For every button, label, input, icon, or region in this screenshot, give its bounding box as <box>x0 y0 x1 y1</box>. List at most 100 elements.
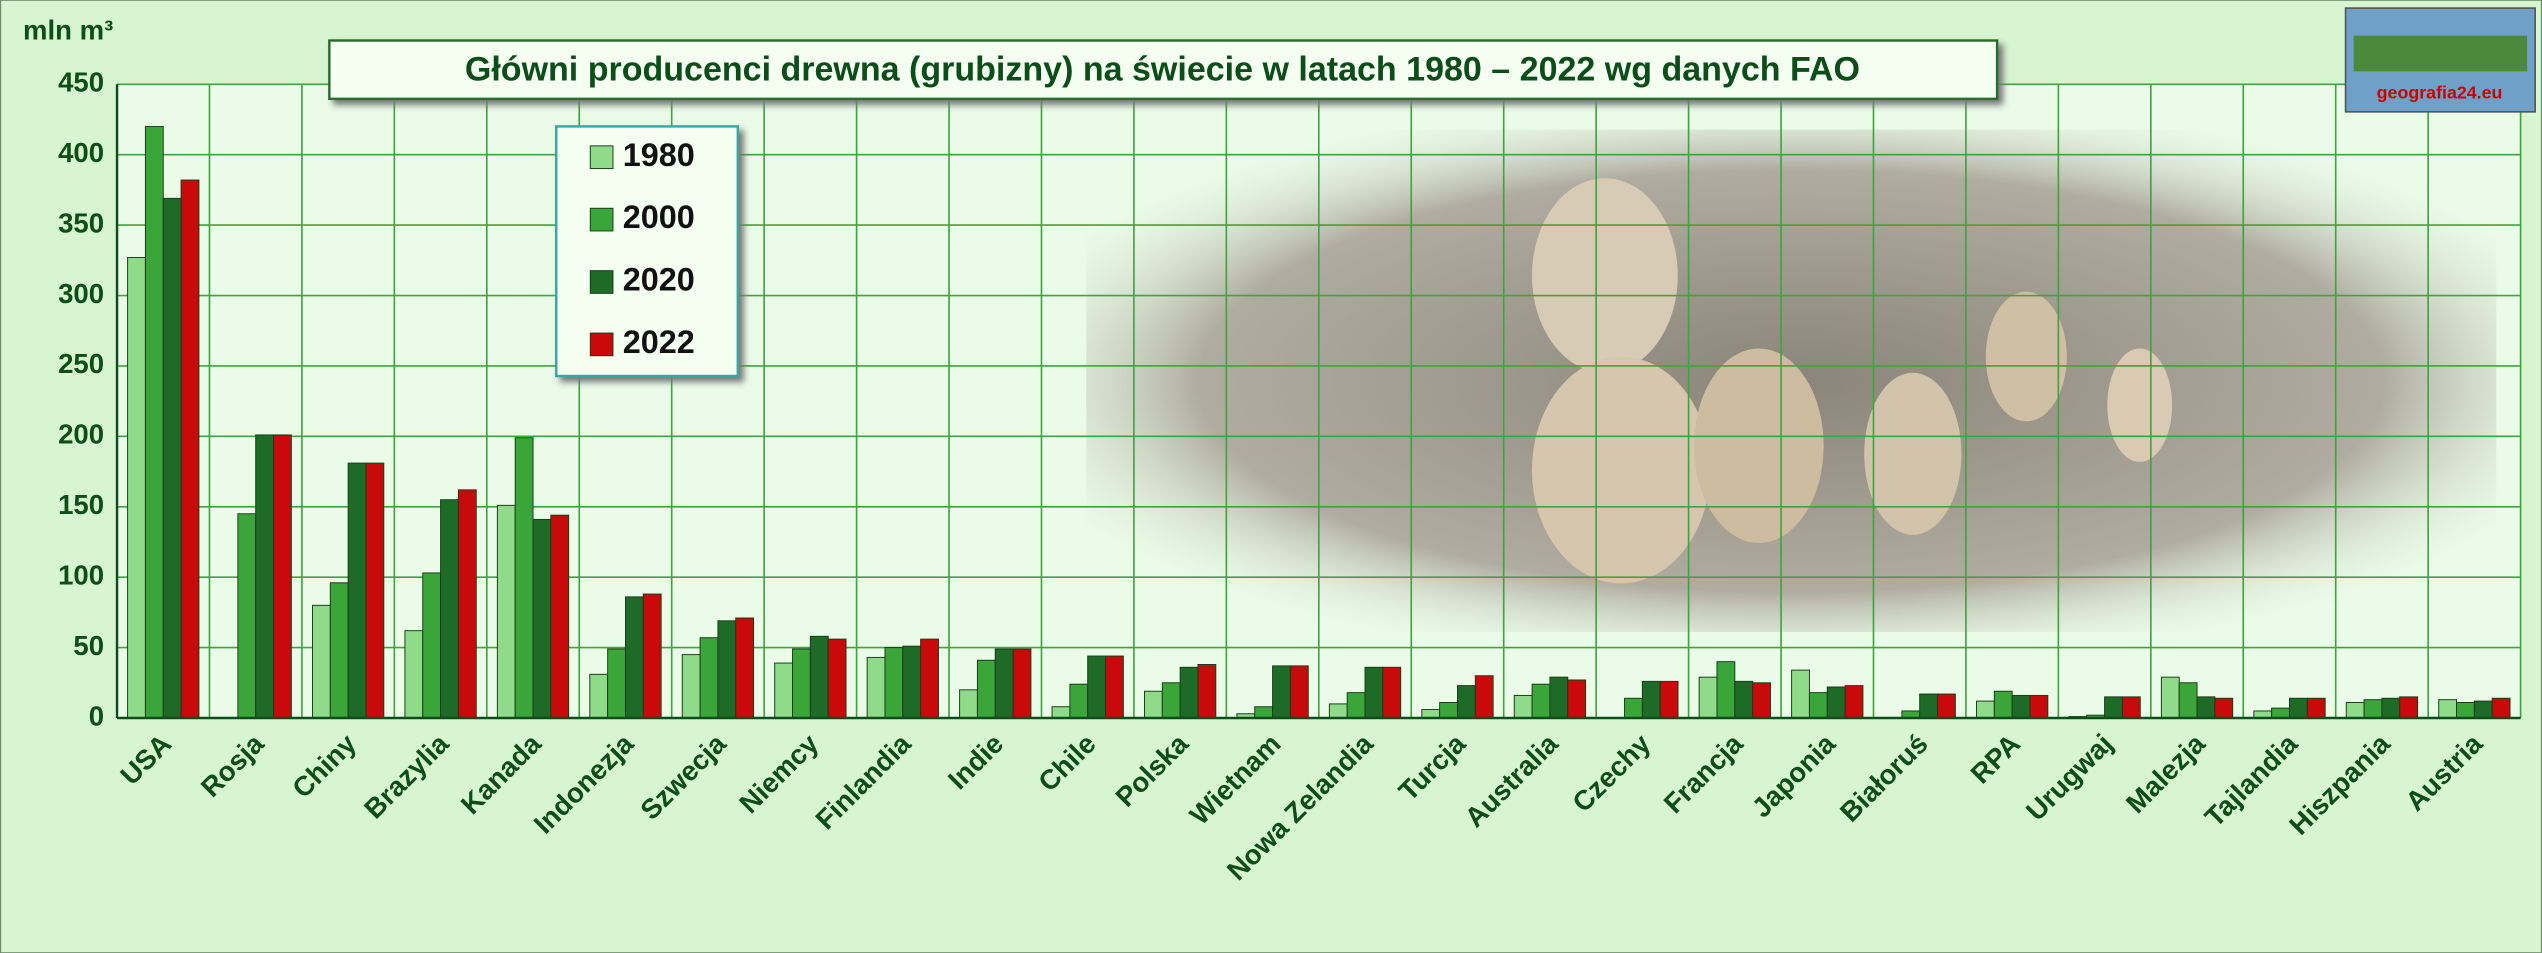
bar <box>810 636 828 718</box>
legend-label: 2022 <box>623 324 695 360</box>
bar <box>1550 677 1568 718</box>
bar <box>238 514 256 718</box>
bar <box>700 638 718 718</box>
photo <box>1086 130 2496 632</box>
bar <box>1273 666 1291 718</box>
bar <box>497 505 515 718</box>
bar <box>2105 697 2123 718</box>
y-tick-label: 0 <box>89 700 104 731</box>
bar <box>1052 707 1070 718</box>
bar <box>2289 698 2307 718</box>
bar <box>163 198 181 718</box>
bar <box>2364 700 2382 718</box>
bar <box>590 674 608 718</box>
legend-label: 2000 <box>623 199 695 235</box>
bar <box>2197 697 2215 718</box>
bar <box>718 621 736 718</box>
bar <box>2492 698 2510 718</box>
bar <box>1422 710 1440 718</box>
bar <box>405 631 423 718</box>
y-tick-label: 250 <box>58 348 104 379</box>
bar <box>2346 703 2364 718</box>
bar <box>625 597 643 718</box>
bar <box>1920 694 1938 718</box>
chart: mln m³ Główni producenci drewna (grubizn… <box>0 0 2542 953</box>
bar <box>1699 677 1717 718</box>
bar <box>1827 687 1845 718</box>
bar <box>1013 649 1031 718</box>
bar <box>533 519 551 718</box>
logo: geografia24.eu <box>2346 8 2536 112</box>
bar <box>1088 656 1106 718</box>
bar <box>2474 701 2492 718</box>
bar <box>2400 697 2418 718</box>
bar <box>1735 681 1753 718</box>
bar <box>1106 656 1124 718</box>
y-tick-label: 100 <box>58 559 104 590</box>
legend-label: 2020 <box>623 262 695 298</box>
bar <box>145 127 163 718</box>
bar <box>2012 695 2030 718</box>
bar <box>515 438 533 718</box>
bar <box>2457 703 2475 718</box>
bar <box>1845 686 1863 718</box>
bar <box>793 649 811 718</box>
bar <box>1329 704 1347 718</box>
bar <box>1514 695 1532 718</box>
bar <box>2179 683 2197 718</box>
chart-title: Główni producenci drewna (grubizny) na ś… <box>465 50 1860 88</box>
bar <box>2307 698 2325 718</box>
bar <box>256 435 274 718</box>
bar <box>2382 698 2400 718</box>
bar <box>1198 664 1216 718</box>
bar <box>977 660 995 718</box>
bar <box>366 463 384 718</box>
y-tick-label: 300 <box>58 278 104 309</box>
y-tick-label: 400 <box>58 137 104 168</box>
bar <box>2215 698 2233 718</box>
bar <box>1290 666 1308 718</box>
bar <box>643 594 661 718</box>
bar <box>1475 676 1493 718</box>
bar <box>995 649 1013 718</box>
y-tick-label: 50 <box>73 630 104 661</box>
y-tick-label: 350 <box>58 207 104 238</box>
bar <box>1642 681 1660 718</box>
bar <box>312 605 330 718</box>
legend-label: 1980 <box>623 137 695 173</box>
y-axis-label: mln m³ <box>23 15 113 46</box>
bar <box>181 180 199 718</box>
legend-swatch <box>590 146 613 169</box>
logo-text: geografia24.eu <box>2377 83 2503 103</box>
bar <box>921 639 939 718</box>
bar <box>1532 684 1550 718</box>
bar <box>458 490 476 718</box>
bar <box>1994 691 2012 718</box>
bar <box>775 663 793 718</box>
bar <box>1660 681 1678 718</box>
bar <box>1162 683 1180 718</box>
bar <box>1255 707 1273 718</box>
bar <box>2272 708 2290 718</box>
y-tick-label: 150 <box>58 489 104 520</box>
bar <box>441 500 459 718</box>
bar <box>2122 697 2140 718</box>
bar <box>1180 667 1198 718</box>
bar <box>867 657 885 718</box>
bar <box>2161 677 2179 718</box>
bar <box>274 435 292 718</box>
bar <box>330 583 348 718</box>
bar <box>1070 684 1088 718</box>
bar <box>1792 670 1810 718</box>
bar <box>608 649 626 718</box>
bar <box>1457 686 1475 718</box>
bar <box>1568 680 1586 718</box>
bar <box>1976 701 1994 718</box>
bar <box>128 257 146 717</box>
y-tick-label: 200 <box>58 419 104 450</box>
bar <box>736 618 754 718</box>
bar <box>828 639 846 718</box>
bar <box>1753 683 1771 718</box>
bar <box>1938 694 1956 718</box>
bar <box>1365 667 1383 718</box>
